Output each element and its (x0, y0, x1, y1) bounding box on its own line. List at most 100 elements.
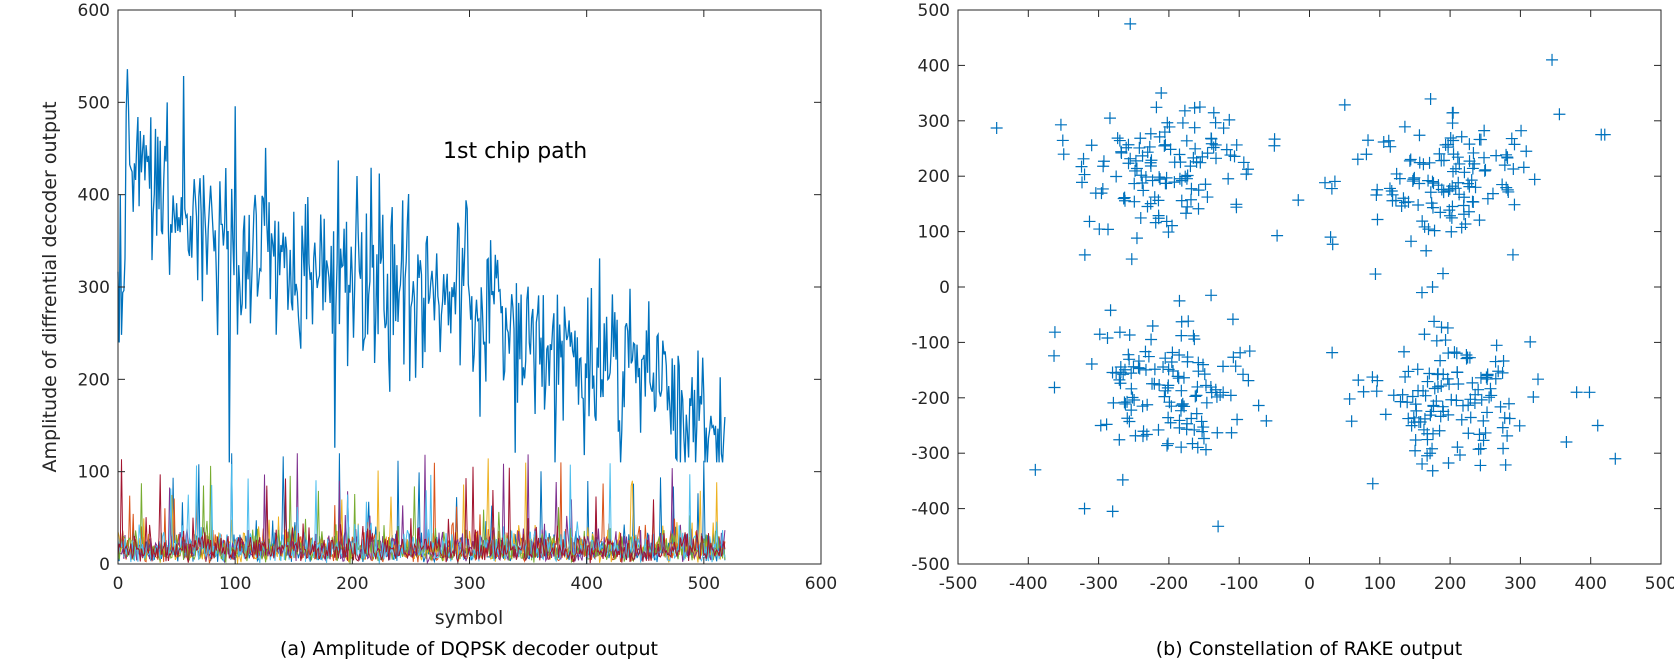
panel-b-point (1427, 427, 1440, 440)
panel-b-point (1489, 372, 1502, 385)
panel-b-point (1125, 253, 1138, 266)
panel-b-point (1370, 188, 1383, 201)
panel-b-point (1141, 146, 1154, 159)
panel-b-point (1328, 175, 1341, 188)
panel-b-point (1345, 415, 1358, 428)
panel-b-point (1136, 177, 1149, 190)
panel-b-point (1497, 442, 1510, 455)
panel-b-point (1338, 98, 1351, 111)
panel-a-caption: (a) Amplitude of DQPSK decoder output (280, 638, 658, 660)
panel-b-point (1123, 415, 1136, 428)
panel-b-point (1199, 443, 1212, 456)
panel-b-point (1174, 156, 1187, 169)
panel-b-point (1463, 351, 1476, 364)
panel-b-point (1197, 358, 1210, 371)
panel-b-point (1416, 215, 1429, 228)
panel-b-point (1184, 160, 1197, 173)
panel-b-point (1123, 353, 1136, 366)
panel-b-point (1130, 232, 1143, 245)
panel-b-point (1447, 148, 1460, 161)
panel-b-point (1085, 139, 1098, 152)
panel-b-point (1181, 200, 1194, 213)
panel-a-x-tick-label: 300 (453, 574, 485, 594)
panel-b-point (1119, 397, 1132, 410)
panel-b-point (1474, 371, 1487, 384)
panel-b-point (1107, 396, 1120, 409)
panel-a-y-tick-label: 500 (78, 93, 110, 113)
panel-b-point (1146, 174, 1159, 187)
panel-b-point (1442, 408, 1455, 421)
panel-b-point (1501, 429, 1514, 442)
panel-b-point (1360, 148, 1373, 161)
panel-b-point (1517, 161, 1530, 174)
panel-b-point (1231, 413, 1244, 426)
panel-b-point (1398, 345, 1410, 358)
panel-b-point (1165, 400, 1178, 413)
panel-b-caption: (b) Constellation of RAKE output (1156, 638, 1463, 660)
panel-b-point (1446, 117, 1459, 130)
panel-b-point (1413, 177, 1426, 190)
panel-b-point (1494, 400, 1507, 413)
panel-b-point (1230, 138, 1243, 151)
panel-b-point (1472, 443, 1485, 456)
panel-b-point (1143, 140, 1156, 153)
panel-b-point (1121, 412, 1134, 425)
panel-b-point (1152, 194, 1165, 207)
panel-b-point (1468, 397, 1481, 410)
panel-b-point (1343, 392, 1356, 405)
panel-b-chart: -500 -400 -300 -200 -100 0 100 200 300 400 500 -50… (911, 1, 1674, 660)
panel-a-y-tick-label: 100 (78, 463, 110, 483)
panel-b-point (1103, 112, 1116, 125)
panel-b-point (1118, 194, 1131, 207)
panel-a-x-tick-label: 500 (688, 574, 720, 594)
panel-b-point (1472, 383, 1485, 396)
panel-b-point (1478, 164, 1491, 177)
panel-b-point (1144, 160, 1157, 173)
panel-b-point (1426, 281, 1439, 293)
panel-a-main-series (117, 69, 726, 463)
panel-b-point (1457, 199, 1470, 212)
panel-b-point (1455, 413, 1468, 426)
panel-b-point (1139, 345, 1152, 358)
panel-b-point (1223, 113, 1236, 126)
panel-b-point (1505, 132, 1518, 145)
panel-b-point (1155, 87, 1168, 100)
panel-b-point (1451, 366, 1464, 379)
panel-b-point (1384, 140, 1397, 153)
panel-b-point (1190, 407, 1203, 420)
panel-b-x-tick-label: 0 (1304, 574, 1315, 594)
panel-b-point (1089, 187, 1102, 200)
panel-b-point (1424, 186, 1437, 199)
panel-b-point (1094, 419, 1107, 432)
panel-b-point (1546, 53, 1559, 66)
panel-a-x-tick-label: 200 (336, 574, 368, 594)
panel-b-point (1486, 187, 1499, 200)
panel-b-point (1075, 160, 1088, 173)
panel-b-point (1191, 441, 1204, 454)
panel-b-point (1172, 372, 1185, 385)
panel-b-point (1390, 167, 1403, 180)
panel-b-point (1570, 386, 1583, 399)
panel-b-point (1463, 138, 1476, 151)
panel-b-point (1431, 380, 1444, 393)
panel-b-point (1242, 374, 1255, 387)
panel-b-point (1425, 197, 1438, 210)
panel-b-point (1532, 373, 1544, 386)
panel-b-point (1496, 178, 1509, 191)
panel-b-point (1502, 397, 1515, 410)
panel-b-point (1439, 334, 1452, 347)
panel-b-point (1164, 416, 1177, 429)
panel-b-point (1125, 382, 1138, 395)
panel-b-point (1113, 433, 1126, 446)
panel-b-point (1113, 373, 1126, 386)
panel-b-point (1114, 377, 1127, 390)
panel-b-point (1450, 394, 1463, 407)
panel-b-point (1173, 294, 1186, 307)
panel-b-point (1435, 321, 1448, 334)
panel-b-point (1085, 357, 1098, 370)
panel-b-point (1460, 352, 1473, 365)
panel-b-point (1225, 426, 1238, 439)
panel-b-point (1181, 169, 1194, 182)
panel-b-point (1222, 172, 1235, 185)
panel-b-point (1407, 411, 1420, 424)
